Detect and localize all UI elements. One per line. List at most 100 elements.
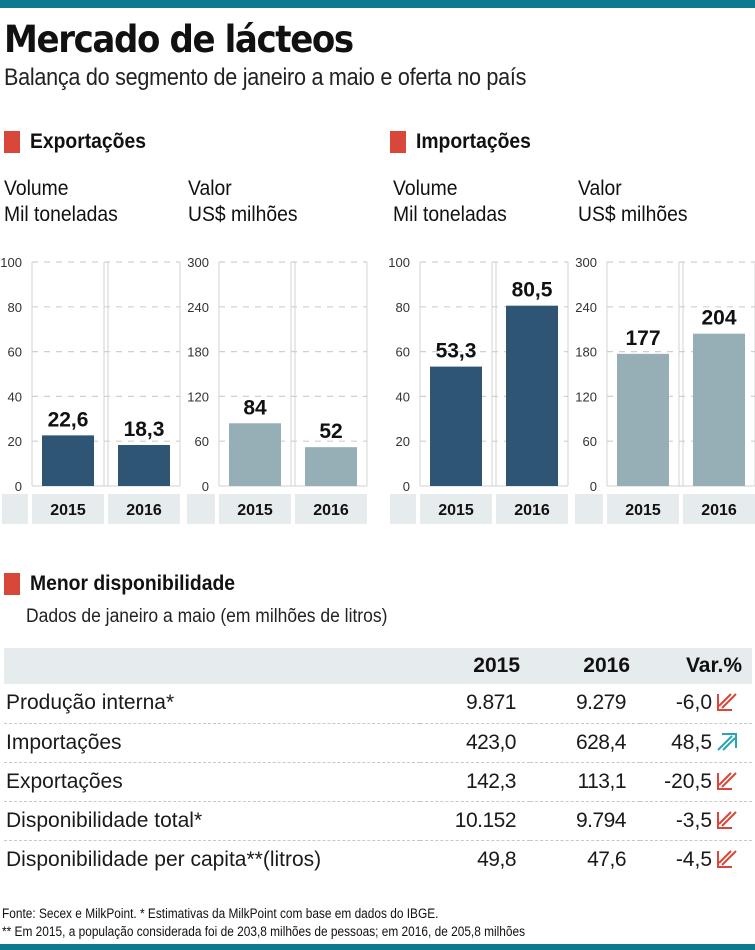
y-tick-label: 60 bbox=[8, 345, 22, 360]
y-tick-label: 180 bbox=[575, 345, 597, 360]
trend-down-icon bbox=[716, 771, 738, 791]
value-2016: 9.794 bbox=[530, 801, 640, 841]
y-tick-label: 240 bbox=[187, 300, 209, 315]
x-band-spacer bbox=[390, 494, 416, 524]
y-tick-label: 60 bbox=[396, 345, 410, 360]
bar bbox=[617, 353, 669, 486]
section-marker bbox=[4, 573, 20, 595]
bar-value-label: 204 bbox=[701, 307, 736, 330]
chart-title: Valor bbox=[578, 177, 622, 200]
bar bbox=[305, 447, 357, 486]
chart-unit: Mil toneladas bbox=[393, 203, 507, 226]
footnote-source: Fonte: Secex e MilkPoint. * Estimativas … bbox=[2, 906, 439, 921]
value-2016: 9.279 bbox=[530, 684, 640, 724]
x-tick-label: 2016 bbox=[701, 502, 737, 519]
y-tick-label: 60 bbox=[583, 434, 597, 449]
row-name: Disponibilidade total* bbox=[4, 801, 420, 841]
header-2016: 2016 bbox=[530, 648, 640, 684]
x-band-spacer bbox=[187, 494, 215, 524]
bar bbox=[430, 366, 482, 486]
trend-up-icon bbox=[716, 732, 738, 752]
x-tick-label: 2016 bbox=[514, 502, 550, 519]
value-2016: 47,6 bbox=[587, 847, 626, 871]
y-tick-label: 120 bbox=[187, 389, 209, 404]
header-2015: 2015 bbox=[420, 648, 530, 684]
bar-value-label: 22,6 bbox=[48, 408, 89, 431]
table-row: Produção interna* 9.871 9.279 -6,0 bbox=[4, 684, 752, 724]
y-tick-label: 60 bbox=[195, 434, 209, 449]
y-tick-label: 0 bbox=[590, 479, 597, 494]
section-imports: Importações bbox=[390, 130, 541, 154]
value-2015: 423,0 bbox=[420, 723, 530, 763]
y-tick-label: 0 bbox=[403, 479, 410, 494]
bar-value-label: 80,5 bbox=[512, 279, 553, 302]
x-band-spacer bbox=[575, 494, 603, 524]
chart-imports-volume: 0 20 40 60 80 100 2015 53,3 2016 80,5 bbox=[388, 255, 569, 524]
x-tick-label: 2016 bbox=[126, 502, 162, 519]
table-row: Importações 423,0 628,4 48,5 bbox=[4, 723, 752, 763]
x-band bbox=[219, 494, 291, 524]
bar bbox=[229, 423, 281, 486]
value-2015: 9.871 bbox=[420, 684, 530, 724]
y-tick-label: 120 bbox=[575, 389, 597, 404]
table-header-row: 2015 2016 Var.% bbox=[4, 648, 752, 684]
variation-cell: -4,5 bbox=[640, 840, 752, 879]
bar-value-label: 53,3 bbox=[436, 340, 477, 363]
variation-value: -3,5 bbox=[675, 808, 712, 832]
x-tick-label: 2015 bbox=[438, 502, 474, 519]
value-2016: 628,4 bbox=[530, 723, 640, 763]
availability-table: 2015 2016 Var.% Produção interna* 9.871 9.… bbox=[4, 648, 752, 879]
y-tick-label: 0 bbox=[15, 479, 22, 494]
y-tick-label: 300 bbox=[575, 255, 597, 270]
page-title: Mercado de lácteos bbox=[4, 18, 354, 61]
x-band bbox=[295, 494, 367, 524]
y-tick-label: 0 bbox=[202, 479, 209, 494]
x-band-spacer bbox=[2, 494, 28, 524]
bar-value-label: 84 bbox=[243, 396, 267, 419]
variation-value: -6,0 bbox=[675, 691, 712, 715]
x-band bbox=[496, 494, 568, 524]
section-exports: Exportações bbox=[4, 130, 156, 154]
chart-exports-volume: 0 20 40 60 80 100 2015 22,6 2016 18,3 bbox=[0, 255, 181, 524]
x-band bbox=[108, 494, 180, 524]
section-title: Exportações bbox=[30, 130, 146, 153]
chart-header-imports-value: Valor US$ milhões bbox=[578, 176, 688, 228]
bar-value-label: 52 bbox=[319, 420, 342, 443]
y-tick-label: 180 bbox=[187, 345, 209, 360]
y-tick-label: 100 bbox=[388, 255, 410, 270]
bar bbox=[42, 435, 94, 486]
variation-cell: 48,5 bbox=[640, 723, 752, 763]
section-marker bbox=[390, 131, 406, 153]
chart-title: Volume bbox=[4, 177, 69, 200]
variation-cell: -6,0 bbox=[640, 684, 752, 724]
variation-cell: -20,5 bbox=[640, 762, 752, 802]
x-tick-label: 2015 bbox=[625, 502, 661, 519]
y-tick-label: 20 bbox=[396, 434, 410, 449]
table-row: Disponibilidade per capita**(litros) 49,8… bbox=[4, 840, 752, 879]
x-tick-label: 2015 bbox=[50, 502, 86, 519]
bar-value-label: 18,3 bbox=[124, 418, 165, 441]
chart-unit: US$ milhões bbox=[578, 203, 688, 226]
row-name: Produção interna* bbox=[4, 684, 420, 724]
value-2015: 49,8 bbox=[477, 847, 516, 871]
chart-title: Volume bbox=[393, 177, 458, 200]
chart-unit: Mil toneladas bbox=[4, 203, 118, 226]
row-name: Exportações bbox=[4, 762, 420, 802]
chart-header-imports-volume: Volume Mil toneladas bbox=[393, 176, 507, 228]
value-2016: 113,1 bbox=[530, 762, 640, 802]
page-subtitle: Balança do segmento de janeiro a maio e … bbox=[4, 64, 527, 91]
chart-header-exports-volume: Volume Mil toneladas bbox=[4, 176, 118, 228]
bar bbox=[506, 305, 558, 486]
chart-exports-value: 0 60 120 180 240 300 2015 84 2016 52 bbox=[187, 255, 368, 524]
y-tick-label: 240 bbox=[575, 300, 597, 315]
x-band bbox=[607, 494, 679, 524]
trend-down-icon bbox=[716, 692, 738, 712]
chart-unit: US$ milhões bbox=[188, 203, 298, 226]
section-marker bbox=[4, 131, 20, 153]
bottom-accent-bar bbox=[0, 944, 755, 950]
row-name: Disponibilidade per capita**(litros) bbox=[6, 847, 322, 871]
section-title: Menor disponibilidade bbox=[30, 572, 236, 595]
table-row: Exportações 142,3 113,1 -20,5 bbox=[4, 762, 752, 802]
y-tick-label: 100 bbox=[0, 255, 22, 270]
table-row: Disponibilidade total* 10.152 9.794 -3,5 bbox=[4, 801, 752, 841]
